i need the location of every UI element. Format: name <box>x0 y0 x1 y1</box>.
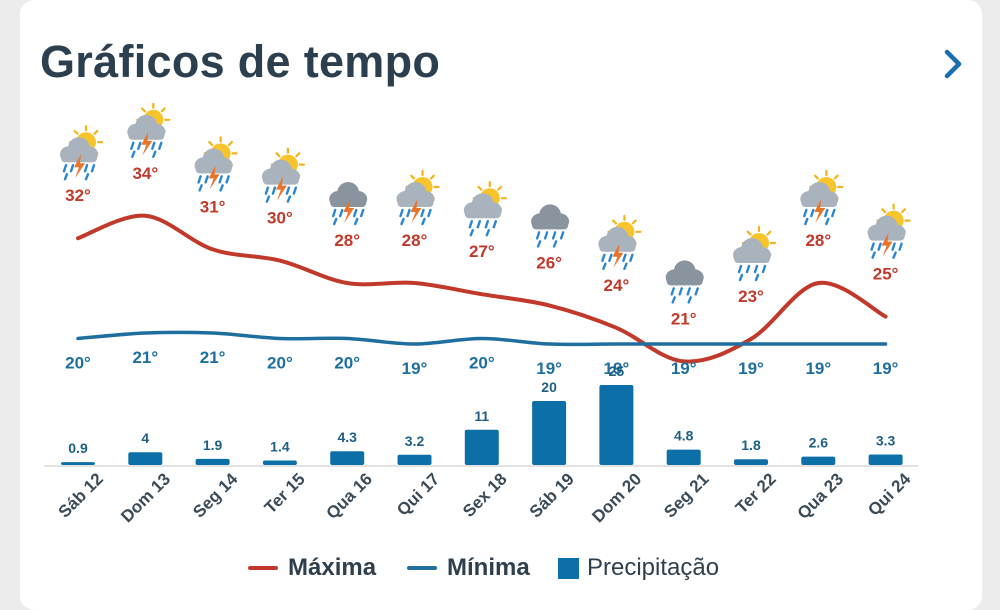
x-tick-label: Qui 17 <box>393 469 443 519</box>
min-temp-label: 19° <box>536 359 562 378</box>
x-tick-label: Sex 18 <box>459 469 511 521</box>
legend-max-label: Máxima <box>288 554 377 581</box>
thunderstorm-sun-icon <box>194 136 238 192</box>
precip-value-label: 3.3 <box>876 432 896 448</box>
max-temp-label: 30° <box>267 209 293 228</box>
thunderstorm-sun-icon <box>396 169 440 226</box>
precip-bar <box>61 462 95 465</box>
precip-value-label: 1.8 <box>741 437 761 453</box>
legend-max-swatch <box>248 566 278 570</box>
precip-bar <box>128 452 163 465</box>
min-temp-label: 19° <box>805 359 831 378</box>
page-title: Gráficos de tempo <box>40 36 441 87</box>
min-temp-label: 19° <box>604 359 630 378</box>
precip-value-label: 1.9 <box>203 437 223 453</box>
min-temp-label: 19° <box>873 359 899 378</box>
x-tick-label: Seg 14 <box>189 469 242 522</box>
max-temp-label: 26° <box>536 253 562 272</box>
precip-bar <box>734 459 768 465</box>
precip-bar <box>397 454 432 465</box>
legend-min-label: Mínima <box>447 554 530 581</box>
rain-cloud-icon <box>665 260 704 304</box>
max-temp-label: 28° <box>805 231 831 250</box>
precip-value-label: 25 <box>609 363 625 379</box>
precip-value-label: 4 <box>141 430 149 446</box>
thunderstorm-sun-icon <box>800 169 844 226</box>
thunderstorm-sun-icon <box>261 147 305 203</box>
min-temp-label: 19° <box>671 359 697 378</box>
min-temp-label: 21° <box>200 348 226 367</box>
precip-bar <box>262 460 297 465</box>
max-temperature-line <box>76 213 888 364</box>
precip-bar <box>532 401 567 465</box>
precip-value-label: 0.9 <box>68 440 88 456</box>
thunderstorm-sun-icon <box>867 203 911 259</box>
precip-value-label: 4.8 <box>674 428 694 444</box>
precip-value-label: 4.3 <box>337 429 357 445</box>
thunderstorm-sun-icon <box>127 102 171 159</box>
x-tick-label: Qua 23 <box>794 469 848 523</box>
precip-bar <box>464 429 499 465</box>
rain-sun-icon <box>463 181 507 237</box>
precip-value-label: 2.6 <box>809 435 829 451</box>
precip-value-label: 3.2 <box>405 433 425 449</box>
precip-value-label: 1.4 <box>270 439 290 455</box>
precip-bar <box>599 385 634 465</box>
precip-bar <box>801 456 836 465</box>
precip-bar <box>330 451 365 465</box>
min-temp-label: 21° <box>132 348 158 367</box>
max-temp-label: 27° <box>469 242 495 261</box>
x-tick-label: Qua 16 <box>322 469 376 523</box>
min-temp-label: 20° <box>65 354 91 373</box>
min-temperature-line <box>76 330 888 347</box>
max-temp-label: 23° <box>738 287 764 306</box>
legend-precip-swatch <box>558 557 579 579</box>
x-tick-label: Dom 13 <box>117 469 174 526</box>
x-tick-label: Sáb 12 <box>55 469 107 521</box>
min-temp-label: 20° <box>267 354 293 373</box>
precip-bar <box>195 458 230 465</box>
x-tick-label: Dom 20 <box>588 469 645 526</box>
precip-bar <box>868 454 903 465</box>
thunderstorm-icon <box>329 182 368 226</box>
max-temp-label: 24° <box>604 276 630 295</box>
max-temp-label: 21° <box>671 309 697 328</box>
thunderstorm-sun-icon <box>598 214 642 270</box>
x-tick-label: Seg 21 <box>660 469 712 521</box>
max-temp-label: 28° <box>334 231 360 250</box>
precip-bar <box>666 449 701 465</box>
chart-legend: Máxima Mínima Precipitação <box>0 548 1000 588</box>
legend-item-min: Mínima <box>407 548 530 588</box>
max-temp-label: 25° <box>873 265 899 284</box>
rain-cloud-icon <box>531 204 570 248</box>
min-temp-label: 20° <box>469 354 495 373</box>
thunderstorm-sun-icon <box>60 125 104 181</box>
min-temp-label: 19° <box>402 359 428 378</box>
precip-value-label: 20 <box>541 379 557 395</box>
min-temp-label: 20° <box>334 354 360 373</box>
precip-value-label: 11 <box>474 408 489 424</box>
max-temp-label: 32° <box>65 186 91 205</box>
max-temp-label: 28° <box>402 231 428 250</box>
legend-item-precip: Precipitação <box>558 548 719 588</box>
weather-charts-card <box>20 0 982 610</box>
x-tick-label: Ter 15 <box>261 469 309 517</box>
legend-min-swatch <box>407 566 437 570</box>
min-temp-label: 19° <box>738 359 764 378</box>
legend-precip-label: Precipitação <box>587 554 720 581</box>
x-tick-label: Qui 24 <box>864 469 915 520</box>
chevron-right-icon[interactable] <box>936 44 970 84</box>
max-temp-label: 34° <box>132 164 158 183</box>
max-temp-label: 31° <box>200 197 226 216</box>
legend-item-max: Máxima <box>248 548 376 588</box>
x-tick-label: Sáb 19 <box>526 469 578 521</box>
x-tick-label: Ter 22 <box>732 469 780 517</box>
rain-sun-icon <box>733 225 777 282</box>
